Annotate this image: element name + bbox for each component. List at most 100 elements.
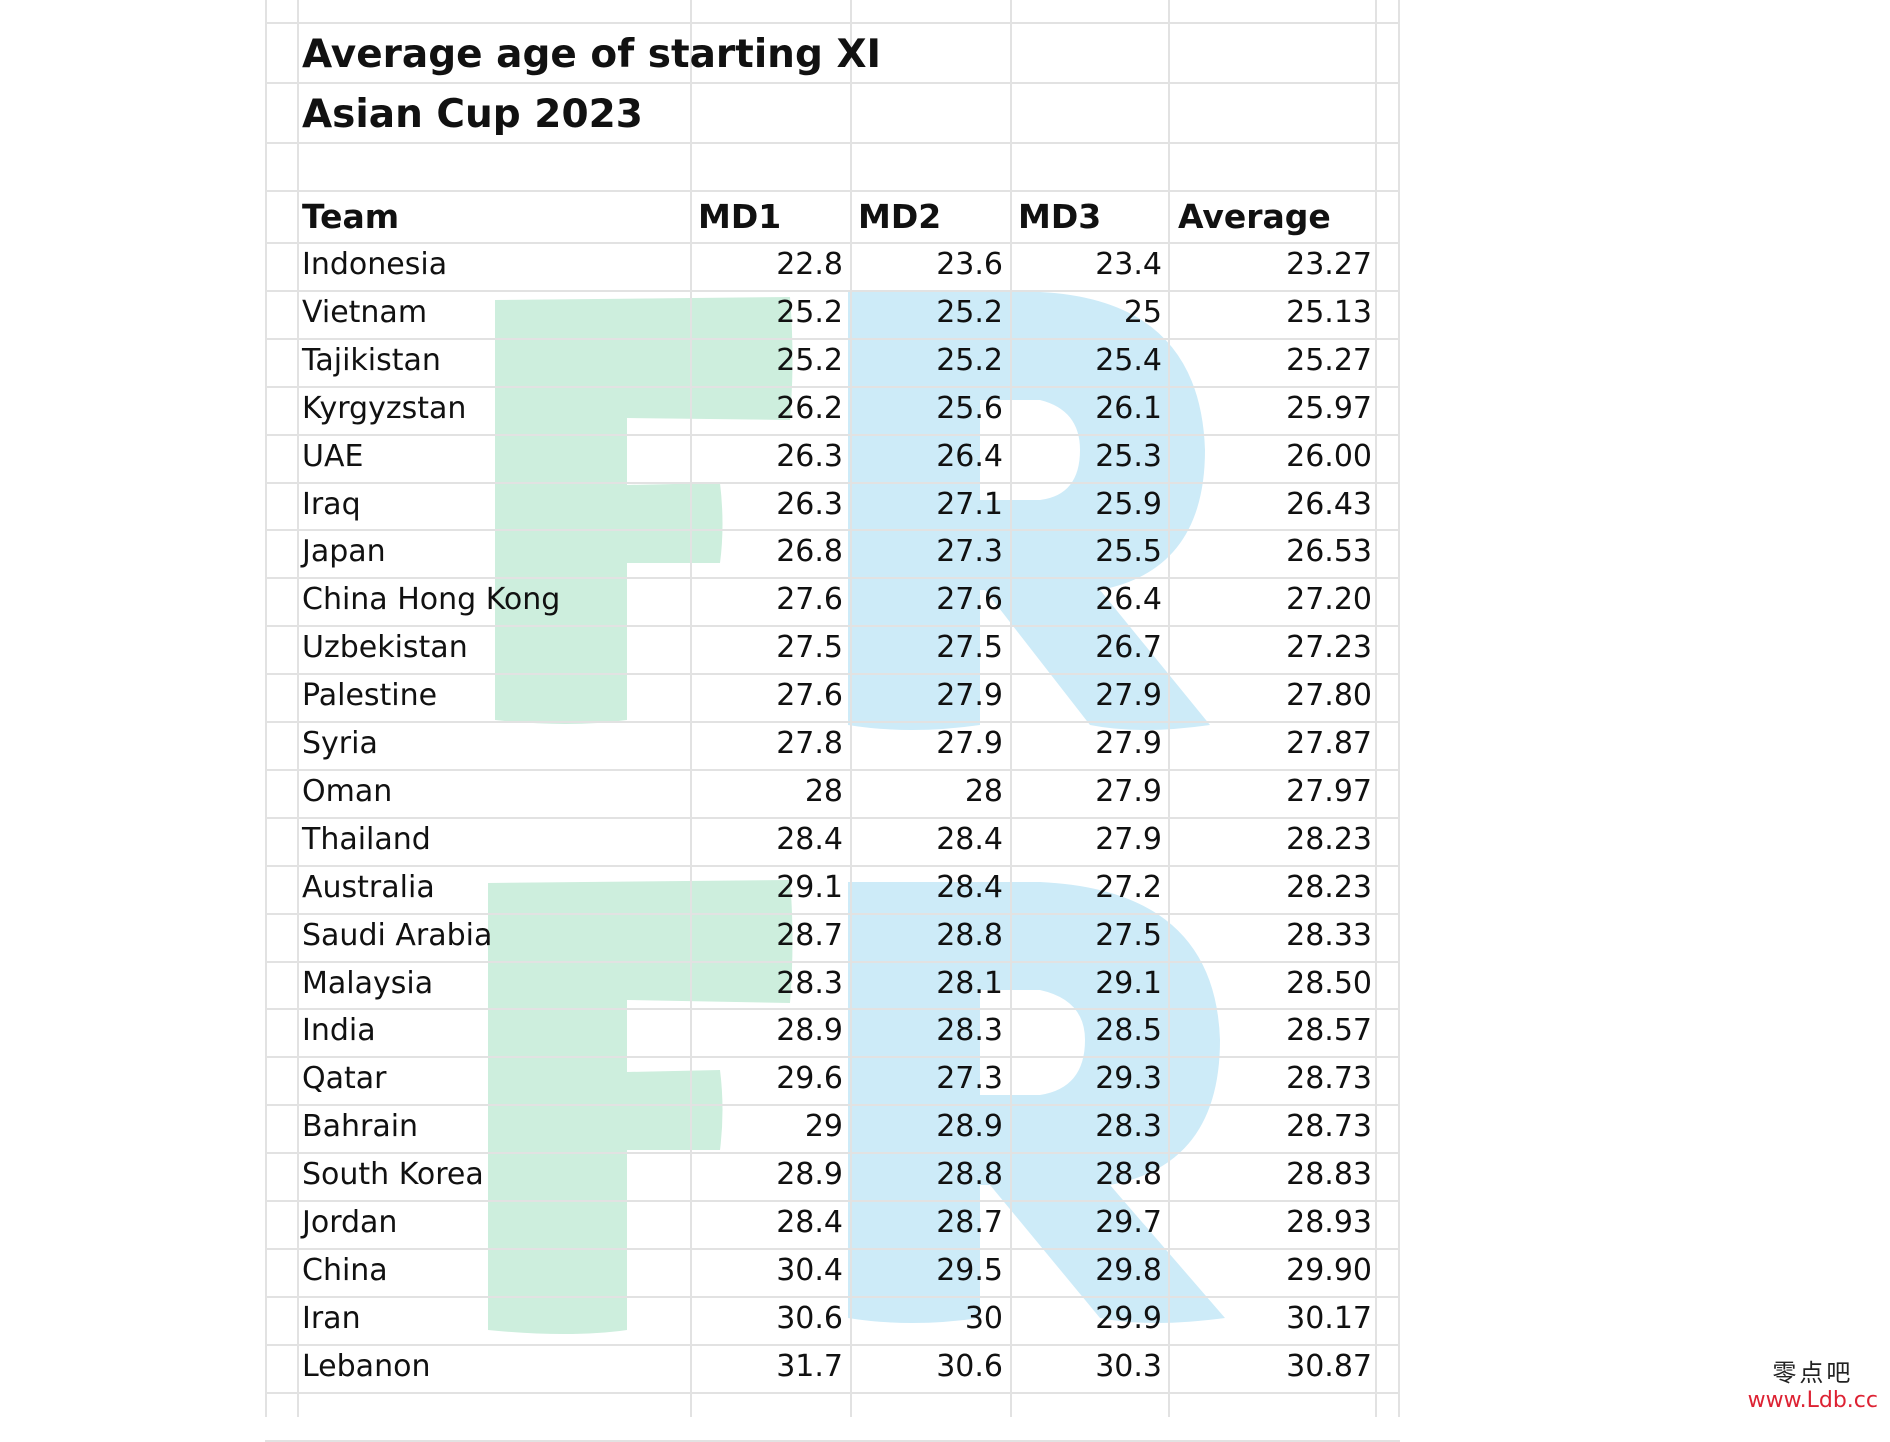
md2-cell: 27.9 [936,678,1003,713]
average-cell: 26.00 [1286,439,1372,474]
md1-cell: 28.9 [776,1157,843,1192]
md2-cell: 27.1 [936,487,1003,522]
md3-cell: 25.3 [1095,439,1162,474]
average-cell: 30.87 [1286,1349,1372,1384]
md3-cell: 25.9 [1095,487,1162,522]
md2-cell: 28.4 [936,822,1003,857]
team-cell: Qatar [302,1061,387,1096]
site-watermark: 零点吧 www.Ldb.cc [1748,1359,1878,1415]
team-cell: Malaysia [302,966,434,1001]
sheet-title-line2: Asian Cup 2023 [302,92,643,137]
column-header-md2: MD2 [858,197,942,236]
md2-cell: 28.9 [936,1109,1003,1144]
md3-cell: 29.9 [1095,1301,1162,1336]
average-cell: 28.83 [1286,1157,1372,1192]
team-cell: China [302,1253,388,1288]
md1-cell: 29.1 [776,870,843,905]
md3-cell: 28.3 [1095,1109,1162,1144]
grid-row-line [265,769,1400,771]
grid-row-line [265,673,1400,675]
grid-row-line [265,338,1400,340]
md2-cell: 26.4 [936,439,1003,474]
average-cell: 27.87 [1286,726,1372,761]
team-cell: Oman [302,774,393,809]
average-cell: 28.93 [1286,1205,1372,1240]
md3-cell: 29.8 [1095,1253,1162,1288]
team-cell: Lebanon [302,1349,431,1384]
team-cell: Iran [302,1301,361,1336]
md3-cell: 27.2 [1095,870,1162,905]
md2-cell: 28.8 [936,1157,1003,1192]
column-header-md3: MD3 [1018,197,1102,236]
grid-col-line [297,0,299,1417]
team-cell: Tajikistan [302,343,441,378]
grid-row-line [265,1008,1400,1010]
team-cell: Syria [302,726,378,761]
md3-cell: 26.1 [1095,391,1162,426]
average-cell: 26.53 [1286,534,1372,569]
grid-row-line [265,1152,1400,1154]
average-cell: 23.27 [1286,247,1372,282]
grid-row-line [265,1392,1400,1394]
grid-row-line [265,913,1400,915]
md3-cell: 27.9 [1095,726,1162,761]
md1-cell: 28.4 [776,1205,843,1240]
md1-cell: 22.8 [776,247,843,282]
md1-cell: 27.8 [776,726,843,761]
md3-cell: 25 [1123,295,1162,330]
average-cell: 28.50 [1286,966,1372,1001]
md2-cell: 23.6 [936,247,1003,282]
sheet-title-line1: Average age of starting XI [302,32,882,77]
grid-col-line [1010,0,1012,1417]
md1-cell: 28 [804,774,843,809]
average-cell: 27.20 [1286,582,1372,617]
team-cell: Vietnam [302,295,428,330]
team-cell: South Korea [302,1157,484,1192]
grid-row-line [265,577,1400,579]
team-cell: Thailand [302,822,431,857]
grid-row-line [265,142,1400,144]
site-watermark-url: www.Ldb.cc [1747,1388,1878,1413]
average-cell: 25.97 [1286,391,1372,426]
md2-cell: 25.2 [936,343,1003,378]
md2-cell: 27.9 [936,726,1003,761]
grid-col-line [850,0,852,1417]
grid-row-line [265,242,1400,244]
team-cell: China Hong Kong [302,582,561,617]
average-cell: 30.17 [1286,1301,1372,1336]
md1-cell: 28.9 [776,1013,843,1048]
site-watermark-cn: 零点吧 [1772,1359,1854,1387]
grid-row-line [265,961,1400,963]
grid-row-line [265,1344,1400,1346]
md1-cell: 25.2 [776,295,843,330]
md3-cell: 27.9 [1095,774,1162,809]
md1-cell: 28.7 [776,918,843,953]
grid-row-line [265,190,1400,192]
md3-cell: 27.5 [1095,918,1162,953]
grid-row-line [265,721,1400,723]
md2-cell: 27.3 [936,1061,1003,1096]
md1-cell: 30.4 [776,1253,843,1288]
team-cell: India [302,1013,376,1048]
grid-row-line [265,22,1400,24]
grid-row-line [265,1104,1400,1106]
md2-cell: 25.2 [936,295,1003,330]
md3-cell: 30.3 [1095,1349,1162,1384]
grid-row-line [265,82,1400,84]
grid-row-line [265,386,1400,388]
md1-cell: 27.5 [776,630,843,665]
md2-cell: 27.3 [936,534,1003,569]
md1-cell: 26.8 [776,534,843,569]
grid-col-line [690,0,692,1417]
md3-cell: 25.5 [1095,534,1162,569]
grid-row-line [265,290,1400,292]
md1-cell: 26.2 [776,391,843,426]
grid-row-line [265,482,1400,484]
grid-row-line [265,1296,1400,1298]
average-cell: 27.23 [1286,630,1372,665]
md1-cell: 26.3 [776,487,843,522]
md3-cell: 26.7 [1095,630,1162,665]
average-cell: 27.80 [1286,678,1372,713]
grid-row-line [265,865,1400,867]
